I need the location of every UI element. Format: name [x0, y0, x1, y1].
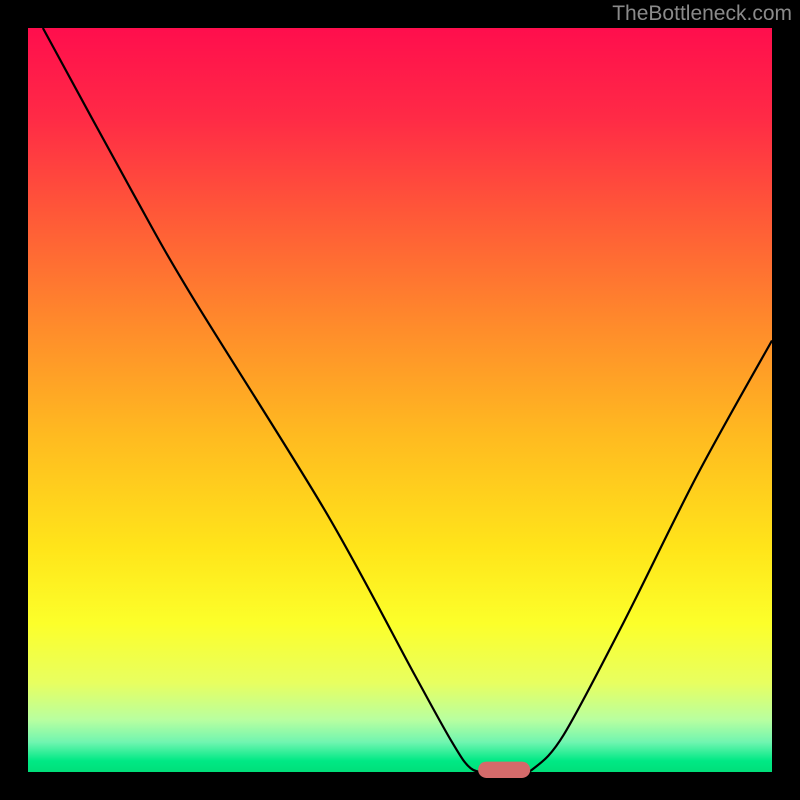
chart-container: TheBottleneck.com — [0, 0, 800, 800]
watermark-text: TheBottleneck.com — [612, 2, 792, 26]
bottleneck-chart — [0, 0, 800, 800]
plot-gradient-background — [28, 28, 772, 772]
optimal-marker — [478, 762, 530, 778]
